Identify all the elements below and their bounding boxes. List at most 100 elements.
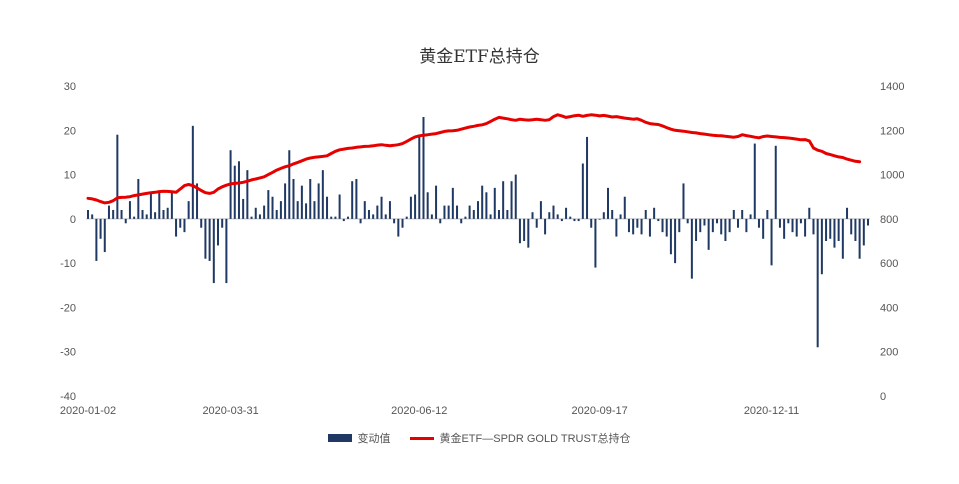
bar (699, 218, 702, 233)
bar (103, 218, 106, 253)
bar (443, 205, 446, 219)
left-tick-label: 20 (64, 125, 76, 137)
right-tick-label: 1400 (880, 81, 904, 93)
bar (867, 218, 869, 226)
bar (380, 196, 383, 219)
legend-item-holdings: 黄金ETF—SPDR GOLD TRUST总持仓 (410, 430, 631, 446)
bar (300, 185, 303, 219)
bar (799, 218, 802, 224)
bar (812, 218, 815, 235)
right-axis-ticks: 1400 1200 1000 800 600 400 200 0 (880, 81, 904, 403)
left-tick-label: -20 (60, 302, 76, 314)
bar (615, 218, 618, 237)
bar (330, 216, 333, 219)
bar (430, 214, 433, 219)
bar (623, 196, 626, 219)
bar (91, 214, 94, 219)
left-tick-label: 30 (64, 81, 76, 93)
bar (141, 210, 144, 219)
bar (707, 218, 710, 250)
right-tick-label: 1000 (880, 170, 904, 182)
bar (426, 192, 429, 219)
bar (644, 210, 647, 219)
bar (762, 218, 765, 239)
bar (661, 218, 664, 233)
bar (502, 181, 505, 219)
bar (212, 218, 215, 284)
bar (317, 183, 320, 219)
bar (703, 218, 706, 226)
bar (460, 218, 463, 224)
bar (627, 218, 630, 233)
bar (183, 218, 186, 233)
bar (99, 218, 102, 239)
bar (854, 218, 857, 241)
bar (657, 218, 660, 222)
bar (481, 185, 484, 219)
chart-title: 黄金ETF总持仓 (419, 47, 540, 67)
bar (263, 205, 266, 219)
bar (372, 214, 375, 219)
bar (342, 218, 345, 222)
bar (493, 187, 496, 219)
legend-label-holdings: 黄金ETF—SPDR GOLD TRUST总持仓 (439, 433, 631, 445)
bar (783, 218, 786, 239)
bar (145, 214, 148, 219)
bar (632, 218, 635, 235)
bar (787, 218, 790, 224)
bar (552, 205, 555, 219)
bar (695, 218, 698, 241)
bar (233, 165, 236, 219)
bar (527, 218, 530, 248)
bar (154, 212, 157, 219)
bar (133, 216, 136, 219)
bar (489, 214, 492, 219)
bar (598, 218, 601, 220)
right-tick-label: 400 (880, 302, 898, 314)
x-tick-label: 2020-06-12 (391, 405, 447, 417)
bar (804, 218, 807, 237)
bar (204, 218, 207, 259)
bar (753, 143, 756, 219)
right-tick-label: 1200 (880, 125, 904, 137)
left-tick-label: 0 (70, 214, 76, 226)
bar (149, 192, 152, 219)
bar (351, 181, 354, 219)
bar (590, 218, 593, 228)
bar (477, 201, 479, 219)
bar (653, 207, 656, 219)
bar (422, 117, 425, 219)
bar (523, 218, 526, 241)
left-tick-label: -30 (60, 347, 76, 359)
bar (586, 136, 589, 219)
bar (120, 210, 123, 219)
bar (535, 218, 538, 228)
bar (825, 218, 828, 241)
bar (846, 207, 849, 219)
change-bars (87, 117, 869, 348)
bar (548, 212, 551, 219)
bar (187, 201, 190, 219)
bar (766, 210, 769, 219)
bar (405, 216, 408, 219)
bar (166, 207, 169, 219)
x-tick-label: 2020-09-17 (571, 405, 627, 417)
bar (816, 218, 819, 348)
legend: 变动值 黄金ETF—SPDR GOLD TRUST总持仓 (0, 430, 959, 446)
bar (648, 218, 651, 237)
bar (225, 218, 228, 284)
bar (401, 218, 404, 228)
bar (221, 218, 224, 228)
left-tick-label: -40 (60, 391, 76, 403)
bar (284, 183, 287, 219)
right-tick-label: 800 (880, 214, 898, 226)
bar (116, 134, 119, 219)
bar (862, 218, 865, 246)
bar (837, 218, 840, 241)
bar (414, 194, 417, 219)
bar (112, 210, 115, 219)
bar (573, 218, 576, 222)
bar (820, 218, 823, 275)
bar (510, 181, 513, 219)
bar (321, 170, 324, 219)
